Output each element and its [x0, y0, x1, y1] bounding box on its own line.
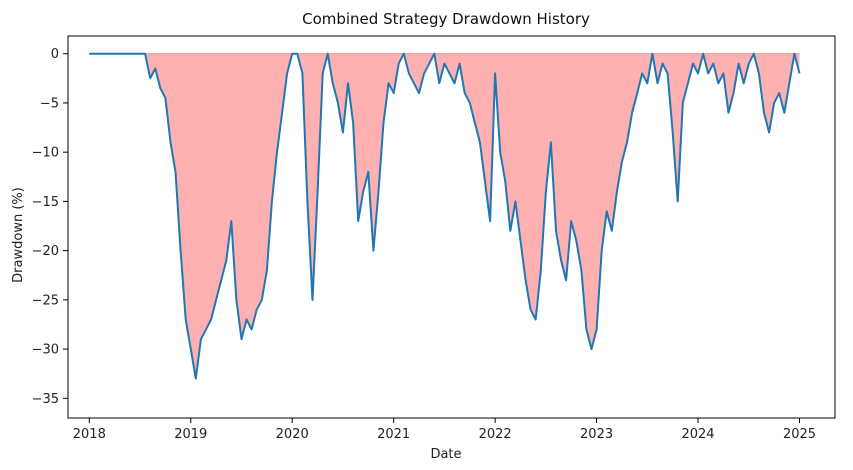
drawdown-line [89, 52, 801, 380]
x-tick-label: 2024 [681, 427, 714, 442]
x-tick-label: 2022 [479, 427, 512, 442]
x-tick-label: 2018 [73, 427, 106, 442]
plot-area [89, 52, 801, 380]
x-tick-label: 2020 [276, 427, 309, 442]
plot-frame [67, 35, 836, 419]
x-tick-label: 2025 [783, 427, 816, 442]
x-tick-label: 2023 [580, 427, 613, 442]
y-tick-label: −30 [32, 343, 59, 358]
drawdown-area [89, 53, 800, 379]
chart-title: Combined Strategy Drawdown History [302, 10, 590, 28]
x-tick-label: 2021 [377, 427, 410, 442]
y-tick-label: 0 [51, 47, 59, 62]
y-tick-label: −20 [32, 244, 59, 259]
x-tick-label: 2019 [174, 427, 207, 442]
axes: 2018 2019 2020 2021 2022 2023 2024 2025 0 −5 −10 −1… [32, 35, 836, 442]
y-axis-label: Drawdown (%) [11, 187, 26, 283]
y-tick-label: −10 [32, 146, 59, 161]
y-tick-label: −25 [32, 293, 59, 308]
x-axis-label: Date [430, 447, 461, 462]
y-tick-label: −5 [40, 96, 59, 111]
y-tick-label: −15 [32, 195, 59, 210]
y-tick-label: −35 [32, 392, 59, 407]
